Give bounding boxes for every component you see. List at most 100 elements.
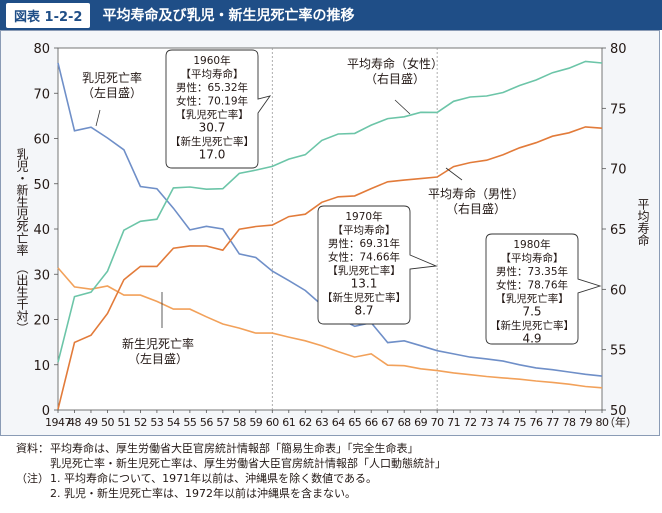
left-tick-label: 10 <box>33 359 50 374</box>
callout-box <box>485 233 602 345</box>
x-tick-label: 79 <box>579 416 592 429</box>
series-line-3 <box>57 60 603 363</box>
x-unit-label: （年） <box>604 415 637 429</box>
callout-line: 【乳児死亡率】 <box>495 292 569 305</box>
series-label-3: 平均寿命（女性） <box>347 56 443 71</box>
x-tick-label: 78 <box>563 416 576 429</box>
series-label-leader <box>394 99 411 115</box>
right-tick-label: 55 <box>610 344 627 359</box>
callout-1970: 1970年【平均寿命】男性：69.31年女性：74.66年【乳児死亡率】13.1… <box>317 205 438 325</box>
right-axis-label: 平均寿命 <box>636 198 650 246</box>
chart-notes: 資料：平均寿命は、厚生労働省大臣官房統計情報部「簡易生命表」「完全生命表」 乳児… <box>16 441 446 501</box>
left-tick-label: 40 <box>33 223 50 238</box>
note-label: （注） <box>16 472 49 485</box>
callout-box <box>317 205 438 325</box>
figure-number: 図表 1-2-2 <box>6 2 91 28</box>
x-tick-label: 54 <box>167 416 180 429</box>
x-tick-label: 75 <box>513 416 526 429</box>
x-tick-label: 49 <box>84 416 97 429</box>
left-tick-label: 20 <box>33 314 50 329</box>
series-label-2: （左目盛） <box>128 351 188 366</box>
series-label-leader <box>445 167 463 181</box>
x-tick-label: 77 <box>546 416 559 429</box>
callout-line: 男性：73.35年 <box>496 265 568 278</box>
x-tick-label: 66 <box>365 416 378 429</box>
x-tick-label: 48 <box>68 416 81 429</box>
source-label: 資料： <box>16 442 49 455</box>
right-tick-label: 65 <box>610 223 627 238</box>
callout-line: 13.1 <box>351 277 378 291</box>
series-line-4 <box>57 126 603 410</box>
note-text-2: 2. 乳児・新生児死亡率は、1972年以前は沖縄県を含まない。 <box>50 487 356 500</box>
right-tick-label: 70 <box>610 163 627 178</box>
x-tick-label: 56 <box>200 416 213 429</box>
x-tick-label: 50 <box>101 416 114 429</box>
series-label-2: 新生児死亡率 <box>122 336 194 351</box>
x-tick-label: 51 <box>117 416 130 429</box>
left-tick-label: 60 <box>33 133 50 148</box>
x-tick-label: 63 <box>315 416 328 429</box>
right-tick-label: 75 <box>610 102 627 117</box>
x-tick-label: 68 <box>398 416 411 429</box>
x-tick-label: 60 <box>266 416 279 429</box>
source-line-2: 乳児死亡率・新生児死亡率は、厚生労働省大臣官房統計情報部「人口動態統計」 <box>16 456 446 471</box>
x-tick-label: 59 <box>249 416 262 429</box>
left-tick-label: 50 <box>33 178 50 193</box>
x-tick-label: 61 <box>282 416 295 429</box>
x-tick-label: 57 <box>216 416 229 429</box>
callout-line: 4.9 <box>522 332 541 346</box>
series-label-leader <box>95 109 101 127</box>
x-tick-label: 70 <box>431 416 444 429</box>
series-label-4: （右目盛） <box>446 201 506 216</box>
x-tick-label: 64 <box>332 416 345 429</box>
x-tick-label: 1947 <box>45 416 71 429</box>
note-line-2: 2. 乳児・新生児死亡率は、1972年以前は沖縄県を含まない。 <box>16 486 446 501</box>
x-tick-label: 65 <box>348 416 361 429</box>
x-tick-label: 55 <box>183 416 196 429</box>
x-tick-label: 58 <box>233 416 246 429</box>
x-tick-label: 74 <box>497 416 510 429</box>
callout-line: 1970年 <box>345 210 382 223</box>
x-tick-label: 53 <box>150 416 163 429</box>
callout-1980: 1980年【平均寿命】男性：73.35年女性：78.76年【乳児死亡率】7.5【… <box>485 233 602 346</box>
x-tick-label: 62 <box>299 416 312 429</box>
x-tick-label: 67 <box>381 416 394 429</box>
left-tick-label: 30 <box>33 268 50 283</box>
x-tick-label: 72 <box>464 416 477 429</box>
callout-line: 17.0 <box>199 148 226 162</box>
series-label-3: （右目盛） <box>365 71 425 86</box>
series-line-2 <box>57 267 603 389</box>
right-tick-label: 80 <box>610 42 627 57</box>
callout-line: 【平均寿命】 <box>501 252 564 265</box>
callout-line: 8.7 <box>354 304 373 318</box>
left-axis-label: 乳児・新生児死亡率 （出生千対） <box>15 148 29 334</box>
callout-line: 【平均寿命】 <box>181 68 244 81</box>
callout-line: 男性：69.31年 <box>328 237 400 250</box>
callout-line: 【新生児死亡率】 <box>170 135 254 148</box>
callout-line: 女性：74.66年 <box>328 251 400 264</box>
callout-line: 【乳児死亡率】 <box>327 264 401 277</box>
callout-line: 女性：70.19年 <box>176 95 248 108</box>
figure-title: 平均寿命及び乳児・新生児死亡率の推移 <box>102 8 355 24</box>
source-text-2: 乳児死亡率・新生児死亡率は、厚生労働省大臣官房統計情報部「人口動態統計」 <box>50 457 446 470</box>
left-tick-label: 80 <box>33 42 50 57</box>
callout-line: 女性：78.76年 <box>496 279 568 292</box>
left-tick-label: 70 <box>33 87 50 102</box>
note-line-1: （注）1. 平均寿命について、1971年以前は、沖縄県を除く数値である。 <box>16 471 446 486</box>
right-tick-label: 50 <box>610 404 627 419</box>
x-tick-label: 73 <box>480 416 493 429</box>
x-tick-label: 80 <box>596 416 609 429</box>
x-tick-label: 69 <box>414 416 427 429</box>
callout-line: 1960年 <box>193 54 230 67</box>
series-label-1: 乳児死亡率 <box>82 70 142 85</box>
x-tick-label: 52 <box>134 416 147 429</box>
callout-line: 1980年 <box>513 238 550 251</box>
source-line-1: 資料：平均寿命は、厚生労働省大臣官房統計情報部「簡易生命表」「完全生命表」 <box>16 441 446 456</box>
callout-line: 【新生児死亡率】 <box>490 319 574 332</box>
callout-line: 【平均寿命】 <box>333 224 396 237</box>
callout-line: 男性：65.32年 <box>176 81 248 94</box>
series-label-1: （左目盛） <box>82 85 142 100</box>
left-tick-label: 0 <box>42 404 50 419</box>
callout-line: 7.5 <box>522 305 541 319</box>
